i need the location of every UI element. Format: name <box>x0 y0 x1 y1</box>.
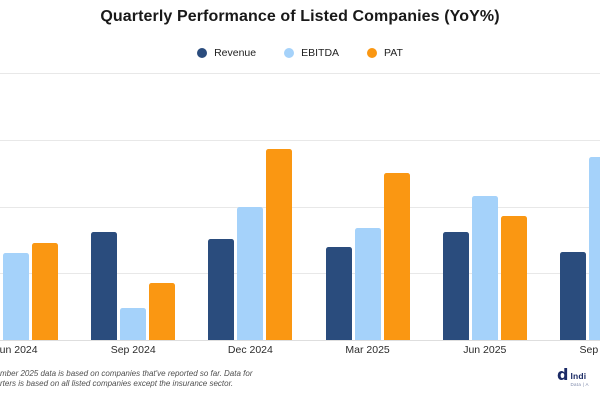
legend-dot-ebitda <box>284 48 295 58</box>
bar-ebitda-sep-2024 <box>120 307 147 340</box>
legend-dot-revenue <box>197 48 208 58</box>
bar-ebitda-dec-2024 <box>237 206 264 340</box>
bar-ebitda-mar-2025 <box>354 227 381 340</box>
gridline-15 <box>0 139 600 141</box>
bar-pat-dec-2024 <box>266 149 293 340</box>
brand-tagline: Data | A <box>570 382 589 387</box>
legend-item-ebitda: EBITDA <box>284 47 339 59</box>
bar-pat-sep-2024 <box>149 282 176 340</box>
x-axis-baseline <box>0 340 600 341</box>
bar-revenue-sep-2025 <box>560 251 586 340</box>
footnote-line-1: mber 2025 data is based on companies tha… <box>0 369 253 378</box>
x-axis-label-jun-2024: Jun 2024 <box>0 344 38 356</box>
bar-revenue-mar-2025 <box>325 246 352 340</box>
gridline-10 <box>0 206 600 208</box>
bar-pat-mar-2025 <box>383 173 410 340</box>
gridline-20 <box>0 73 600 74</box>
bar-revenue-sep-2024 <box>91 231 118 340</box>
x-axis-label-sep-2025: Sep 2025 <box>579 344 600 356</box>
bar-pat-jun-2025 <box>500 215 527 340</box>
brand-logo-icon: d <box>557 365 569 384</box>
chart-title: Quarterly Performance of Listed Companie… <box>100 8 500 25</box>
gridline-5 <box>0 273 600 275</box>
legend: Revenue EBITDA PAT <box>0 46 600 60</box>
legend-item-revenue: Revenue <box>197 47 256 59</box>
footnote: mber 2025 data is based on companies tha… <box>0 369 253 389</box>
legend-label-pat: PAT <box>384 47 403 59</box>
legend-label-ebitda: EBITDA <box>301 47 340 59</box>
brand-name: Indi <box>570 371 587 381</box>
bar-revenue-jun-2025 <box>442 231 469 340</box>
bar-ebitda-jun-2024 <box>3 253 29 340</box>
legend-dot-pat <box>367 48 378 58</box>
footnote-line-2: rters is based on all listed companies e… <box>0 379 234 388</box>
x-axis-label-dec-2024: Dec 2024 <box>227 344 273 356</box>
x-axis-label-jun-2025: Jun 2025 <box>463 344 507 356</box>
bar-ebitda-sep-2025 <box>589 157 600 340</box>
bar-ebitda-jun-2025 <box>471 195 498 340</box>
bar-pat-jun-2024 <box>32 242 58 340</box>
x-axis-label-sep-2024: Sep 2024 <box>110 344 156 356</box>
bar-revenue-dec-2024 <box>208 238 235 340</box>
legend-label-revenue: Revenue <box>214 47 257 59</box>
x-axis-label-mar-2025: Mar 2025 <box>345 344 390 356</box>
brand-logo: d Indi Data | A <box>557 365 589 388</box>
legend-item-pat: PAT <box>367 47 403 59</box>
